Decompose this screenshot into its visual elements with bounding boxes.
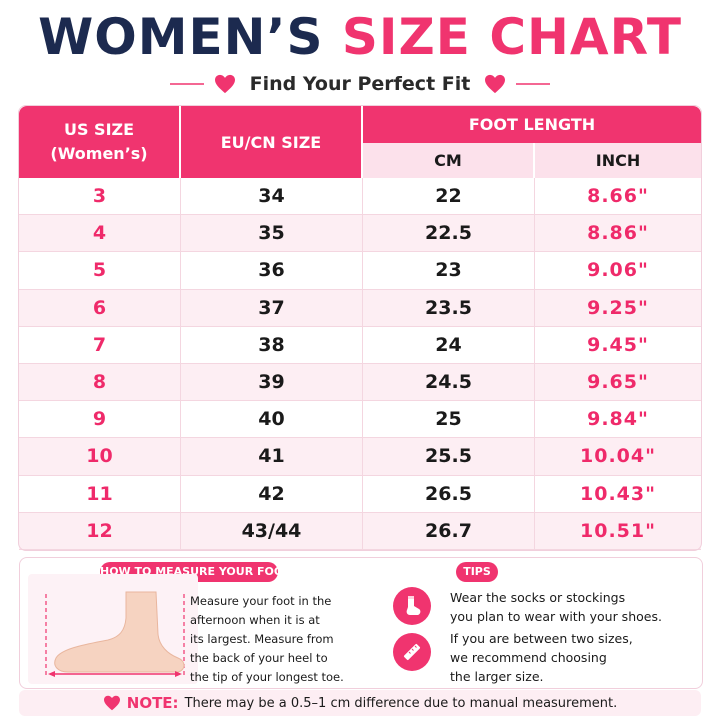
cell-us: 9 <box>19 401 181 439</box>
table-row: 8 39 24.5 9.65" <box>19 363 701 402</box>
cell-eu: 35 <box>181 215 363 253</box>
cell-cm: 24.5 <box>363 363 535 402</box>
note-label: NOTE: <box>126 694 179 712</box>
cell-inch: 9.84" <box>535 401 701 439</box>
title-part-womens: WOMEN’S <box>38 8 324 66</box>
tip-line: you plan to wear with your shoes. <box>450 609 662 624</box>
cell-eu: 34 <box>181 178 363 216</box>
page-title: WOMEN’S SIZE CHART <box>0 8 720 66</box>
cell-inch: 10.43" <box>535 475 701 513</box>
table-row: 9 40 25 9.84" <box>19 401 701 439</box>
cell-us: 5 <box>19 252 181 290</box>
cell-cm: 26.5 <box>363 475 535 513</box>
measure-instructions: Measure your foot in the afternoon when … <box>190 592 365 687</box>
measure-line: the back of your heel to <box>190 651 328 665</box>
tip-line: Wear the socks or stockings <box>450 590 626 605</box>
cell-eu: 37 <box>181 289 363 327</box>
subtitle-text: Find Your Perfect Fit <box>249 73 471 95</box>
cell-eu: 39 <box>181 363 363 402</box>
cell-inch: 9.65" <box>535 363 701 402</box>
tip-between-sizes: If you are between two sizes, we recomme… <box>450 629 695 686</box>
cell-us: 10 <box>19 438 181 476</box>
cell-cm: 22 <box>363 178 535 216</box>
measure-line: afternoon when it is at <box>190 613 320 627</box>
measure-line: the tip of your longest toe. <box>190 670 344 684</box>
table-row: 10 41 25.5 10.04" <box>19 438 701 476</box>
header-eu-size: EU/CN SIZE <box>181 106 363 178</box>
tip-line: If you are between two sizes, <box>450 631 633 646</box>
header-us-size-line1: US SIZE <box>63 120 135 139</box>
cell-cm: 23 <box>363 252 535 290</box>
header-us-size-line2: (Women’s) <box>50 144 148 163</box>
foot-measure-illustration <box>45 591 185 678</box>
cell-cm: 25 <box>363 401 535 439</box>
cell-eu: 41 <box>181 438 363 476</box>
cell-inch: 8.86" <box>535 215 701 253</box>
heart-icon <box>214 74 235 94</box>
table-row: 4 35 22.5 8.86" <box>19 215 701 253</box>
cell-inch: 10.04" <box>535 438 701 476</box>
cell-cm: 24 <box>363 326 535 364</box>
ruler-icon <box>393 633 431 671</box>
subtitle-divider-right <box>516 83 551 85</box>
foot-illustration-panel <box>28 574 198 684</box>
info-box: HOW TO MEASURE YOUR FOOT Measure your fo… <box>19 557 703 689</box>
table-row: 6 37 23.5 9.25" <box>19 289 701 327</box>
cell-cm: 26.7 <box>363 512 535 550</box>
cell-cm: 22.5 <box>363 215 535 253</box>
size-chart-table: US SIZE (Women’s) EU/CN SIZE FOOT LENGTH… <box>19 106 701 550</box>
tip-line: we recommend choosing <box>450 650 607 665</box>
cell-us: 3 <box>19 178 181 216</box>
cell-cm: 25.5 <box>363 438 535 476</box>
cell-us: 12 <box>19 512 181 550</box>
cell-eu: 43/44 <box>181 512 363 550</box>
cell-inch: 8.66" <box>535 178 701 216</box>
note-bar: NOTE: There may be a 0.5–1 cm difference… <box>19 690 701 716</box>
cell-inch: 10.51" <box>535 512 701 550</box>
table-row: 7 38 24 9.45" <box>19 326 701 364</box>
header-inch: INCH <box>535 143 701 178</box>
cell-inch: 9.25" <box>535 289 701 327</box>
cell-eu: 36 <box>181 252 363 290</box>
cell-inch: 9.45" <box>535 326 701 364</box>
note-text: There may be a 0.5–1 cm difference due t… <box>184 695 618 711</box>
sock-icon <box>393 587 431 625</box>
measure-line: its largest. Measure from <box>190 632 334 646</box>
cell-us: 6 <box>19 289 181 327</box>
table-row: 3 34 22 8.66" <box>19 178 701 216</box>
table-row: 12 43/44 26.7 10.51" <box>19 512 701 550</box>
cell-eu: 42 <box>181 475 363 513</box>
subtitle-row: Find Your Perfect Fit <box>0 70 720 98</box>
cell-us: 4 <box>19 215 181 253</box>
cell-cm: 23.5 <box>363 289 535 327</box>
heart-icon <box>485 74 506 94</box>
measure-line: Measure your foot in the <box>190 594 332 608</box>
cell-inch: 9.06" <box>535 252 701 290</box>
cell-eu: 38 <box>181 326 363 364</box>
title-part-size-chart: SIZE CHART <box>341 8 682 66</box>
table-row: 11 42 26.5 10.43" <box>19 475 701 513</box>
header-foot-length: FOOT LENGTH <box>363 106 701 143</box>
header-us-size: US SIZE (Women’s) <box>19 106 181 178</box>
header-cm: CM <box>363 143 535 178</box>
subtitle-divider-left <box>169 83 204 85</box>
tips-label: TIPS <box>456 562 498 582</box>
cell-us: 8 <box>19 363 181 402</box>
heart-icon <box>103 695 120 711</box>
cell-us: 7 <box>19 326 181 364</box>
tip-socks: Wear the socks or stockings you plan to … <box>450 588 695 626</box>
cell-eu: 40 <box>181 401 363 439</box>
tip-line: the larger size. <box>450 669 544 684</box>
table-row: 5 36 23 9.06" <box>19 252 701 290</box>
cell-us: 11 <box>19 475 181 513</box>
